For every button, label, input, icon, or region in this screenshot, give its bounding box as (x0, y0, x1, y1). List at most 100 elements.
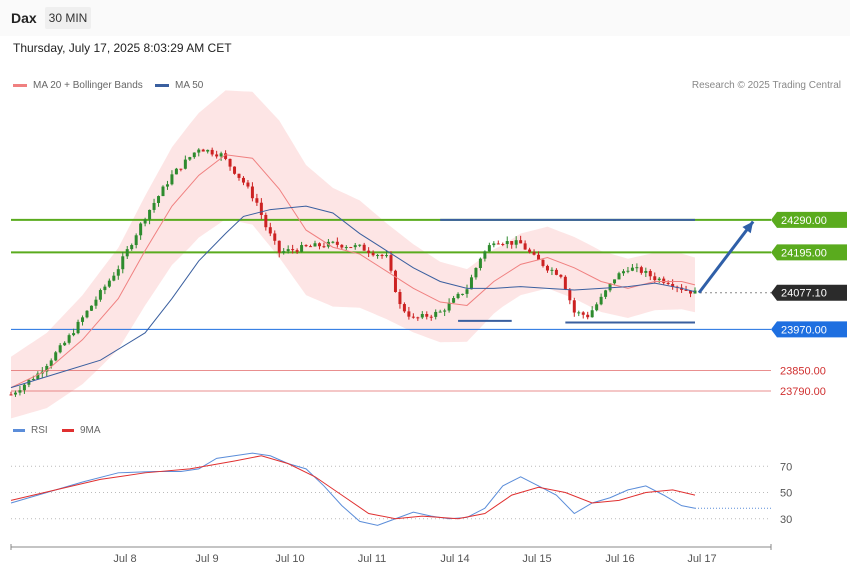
candle-body (528, 249, 532, 253)
current-price-tag (771, 284, 847, 301)
support-label-23790.00: 23790.00 (780, 386, 826, 398)
candle-body (626, 270, 630, 272)
candle-body (653, 276, 657, 281)
candle-body (514, 240, 518, 245)
candle-body (380, 255, 384, 257)
ma50-label: MA 50 (175, 80, 204, 91)
candle-body (671, 283, 675, 287)
candle-body (443, 310, 447, 312)
rsi-ma9-line (10, 455, 696, 520)
candle-body (608, 283, 612, 291)
candle-body (206, 149, 210, 152)
ma20-line (10, 154, 696, 389)
legend-ma50: MA 50 (155, 80, 203, 91)
candle-body (474, 268, 478, 278)
candle-body (487, 245, 491, 252)
candle-body (300, 245, 304, 252)
support-label-23850.00: 23850.00 (780, 365, 826, 377)
candle-body (197, 149, 201, 153)
ma50-line (10, 205, 696, 389)
candle-body (385, 255, 389, 257)
candle-body (241, 177, 245, 183)
candle-body (72, 333, 76, 336)
candle-body (54, 352, 58, 361)
current-price-label: 24077.10 (781, 288, 827, 300)
x-tick-label: Jul 16 (605, 553, 634, 565)
candle-body (586, 314, 590, 318)
candle-body (143, 219, 147, 224)
candle-body (335, 241, 339, 245)
rsi-tick-30: 30 (780, 514, 792, 526)
candle-body (617, 273, 621, 280)
candle-body (492, 243, 496, 246)
candle-body (317, 243, 321, 247)
candle-body (389, 255, 393, 271)
resistance-label-24195.00: 24195.00 (781, 247, 827, 259)
candle-body (201, 149, 205, 152)
candle-body (282, 251, 286, 253)
candle-body (85, 310, 89, 318)
ma20-label: MA 20 + Bollinger Bands (33, 80, 143, 91)
candle-body (215, 154, 219, 157)
candle-body (188, 157, 192, 160)
resistance-label-24290.00: 24290.00 (781, 215, 827, 227)
candle-body (434, 311, 438, 317)
candle-body (183, 159, 187, 169)
legend-ma20: MA 20 + Bollinger Bands (13, 80, 143, 91)
rsi-tick-50: 50 (780, 488, 792, 500)
candle-body (541, 259, 545, 266)
candle-body (246, 182, 250, 187)
timeframe-button[interactable]: 30 MIN (45, 7, 91, 29)
x-tick-label: Jul 14 (440, 553, 469, 565)
candle-body (259, 202, 263, 215)
candle-body (277, 240, 281, 253)
support-label-23970.00: 23970.00 (781, 324, 827, 336)
candle-body (165, 184, 169, 187)
candle-body (411, 316, 415, 318)
candle-body (112, 275, 116, 281)
candle-body (103, 286, 107, 291)
candle-body (233, 166, 237, 174)
candle-body (304, 245, 308, 247)
rsi-tick-70: 70 (780, 461, 792, 473)
rsi-line (10, 452, 696, 526)
candle-body (63, 342, 67, 346)
candle-body (613, 279, 617, 284)
candle-body (340, 244, 344, 248)
candle-body (152, 202, 156, 210)
candle-body (537, 254, 541, 260)
candle-body (224, 153, 228, 159)
candle-body (559, 274, 563, 277)
candle-body (268, 227, 272, 234)
candle-body (179, 168, 183, 170)
candle-body (367, 250, 371, 253)
candle-body (89, 305, 93, 311)
candle-body (139, 223, 143, 236)
candle-body (291, 249, 295, 251)
candle-body (510, 241, 514, 245)
chart-datetime: Thursday, July 17, 2025 8:03:29 AM CET (13, 41, 232, 55)
candle-body (657, 278, 661, 281)
candle-body (416, 317, 420, 319)
candle-body (295, 250, 299, 252)
candle-body (501, 244, 505, 246)
candle-body (121, 256, 125, 270)
projection-arrow-head (742, 221, 754, 234)
candle-body (438, 311, 442, 313)
x-tick-label: Jul 17 (687, 553, 716, 565)
candle-body (125, 249, 129, 257)
legend-rsi: RSI (13, 425, 48, 436)
candle-body (420, 314, 424, 318)
candle-body (107, 280, 111, 287)
candle-body (76, 321, 80, 334)
credit-text: Research © 2025 Trading Central (691, 80, 841, 91)
candle-body (313, 243, 317, 247)
candle-body (689, 290, 693, 294)
candle-body (595, 304, 599, 311)
candle-body (452, 298, 456, 303)
ma50-swatch (155, 83, 169, 87)
candle-body (505, 241, 509, 245)
candle-body (563, 276, 567, 290)
candle-body (456, 293, 460, 299)
